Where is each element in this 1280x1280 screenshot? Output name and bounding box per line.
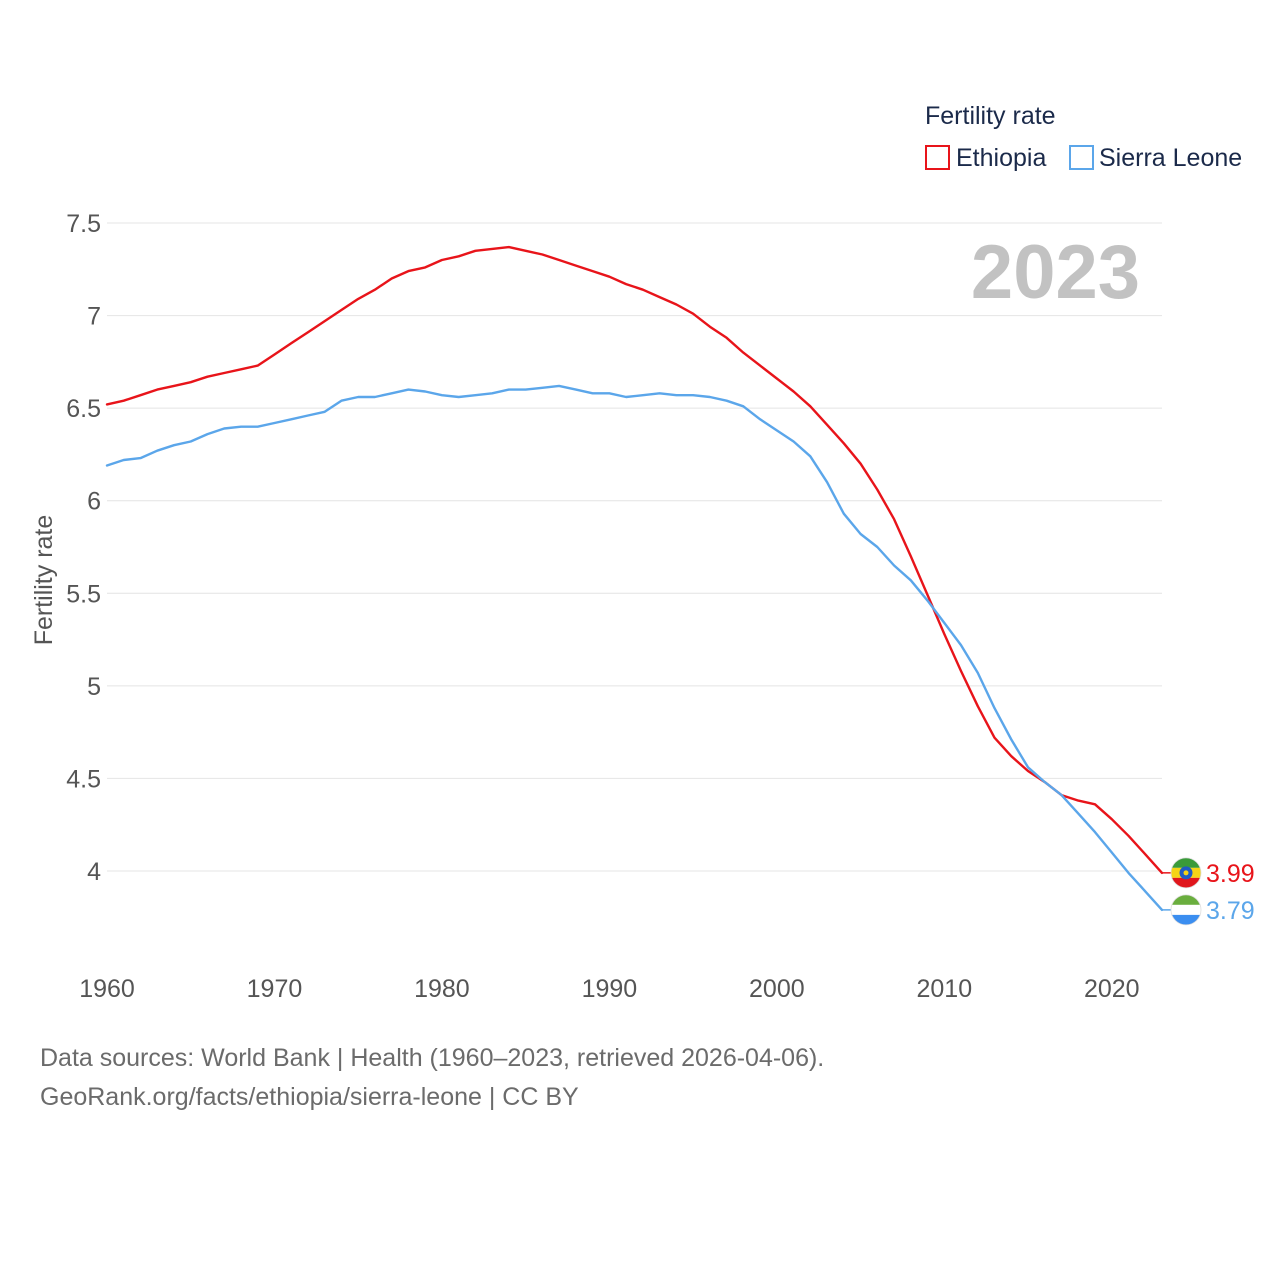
x-tick-label: 2020 bbox=[1084, 975, 1140, 1003]
year-watermark: 2023 bbox=[971, 230, 1140, 315]
series-line-ethiopia[interactable] bbox=[105, 245, 1164, 875]
end-markers: 3.99 3.79 bbox=[1162, 857, 1255, 926]
y-tick-label: 7.5 bbox=[66, 210, 101, 238]
x-tick-label: 1970 bbox=[247, 975, 303, 1003]
y-axis-title: Fertility rate bbox=[30, 515, 58, 646]
axes: 4 4.5 5 5.5 6 6.5 7 7.5 1960 1970 1980 1990 2000 2010… bbox=[66, 210, 1139, 1003]
y-tick-label: 4.5 bbox=[66, 765, 101, 793]
legend-swatch-ethiopia[interactable] bbox=[925, 145, 950, 170]
end-value-label: 3.79 bbox=[1206, 897, 1255, 925]
end-value-label: 3.99 bbox=[1206, 860, 1255, 888]
x-tick-label: 1990 bbox=[582, 975, 638, 1003]
legend-title: Fertility rate bbox=[925, 102, 1056, 130]
series-line-sierra-leone[interactable] bbox=[105, 384, 1164, 912]
y-tick-label: 7 bbox=[87, 303, 101, 331]
y-tick-label: 5 bbox=[87, 673, 101, 701]
legend-label-sierra-leone[interactable]: Sierra Leone bbox=[1099, 144, 1242, 172]
gridlines bbox=[107, 222, 1162, 872]
x-tick-label: 2000 bbox=[749, 975, 805, 1003]
x-tick-label: 2010 bbox=[916, 975, 972, 1003]
footer-sources: Data sources: World Bank | Health (1960–… bbox=[40, 1044, 825, 1072]
legend: Fertility rate Ethiopia Sierra Leone bbox=[925, 102, 1242, 172]
y-tick-label: 6.5 bbox=[66, 395, 101, 423]
series-lines bbox=[105, 245, 1164, 912]
y-tick-label: 6 bbox=[87, 488, 101, 516]
x-tick-label: 1980 bbox=[414, 975, 470, 1003]
legend-swatch-sierra-leone[interactable] bbox=[1069, 145, 1094, 170]
ethiopia-flag-icon bbox=[1170, 857, 1202, 889]
y-tick-label: 5.5 bbox=[66, 580, 101, 608]
sierra-leone-flag-icon bbox=[1170, 894, 1202, 926]
footer-link[interactable]: GeoRank.org/facts/ethiopia/sierra-leone … bbox=[40, 1083, 579, 1111]
y-tick-label: 4 bbox=[87, 858, 101, 886]
x-tick-label: 1960 bbox=[79, 975, 135, 1003]
legend-label-ethiopia[interactable]: Ethiopia bbox=[956, 144, 1046, 172]
